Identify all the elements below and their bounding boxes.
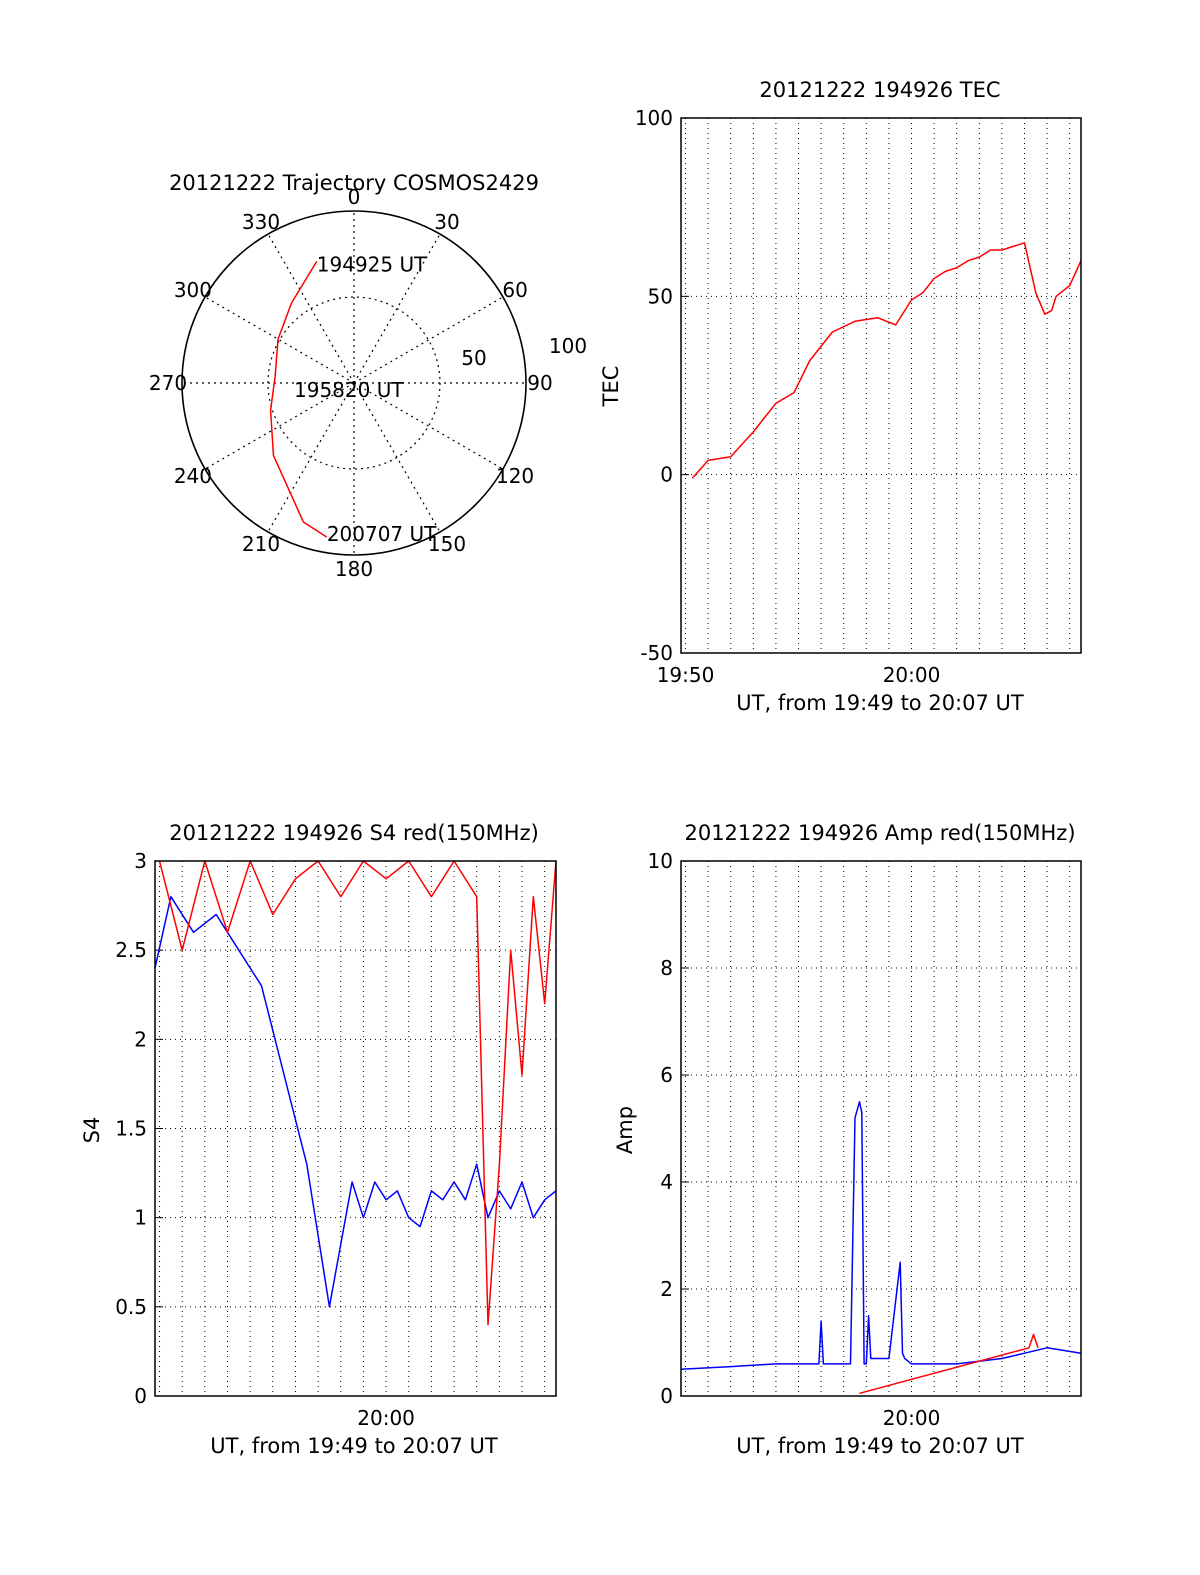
radial-label: 50: [461, 346, 486, 370]
y-tick-label: 1: [134, 1206, 147, 1230]
polar-spoke: [204, 296, 355, 384]
polar-spoke: [353, 296, 504, 384]
y-tick-label: 50: [648, 284, 673, 308]
s4-ylabel: S4: [80, 1117, 104, 1144]
s4-panel: 20121222 194926 S4 red(150MHz) 0 0.5 1 1.5 2…: [80, 821, 557, 1458]
polar-spoke: [204, 382, 355, 470]
trajectory-annotation: 195820 UT: [294, 378, 404, 402]
y-tick-label: 2: [134, 1027, 147, 1051]
azimuth-label: 90: [527, 371, 552, 395]
series-line-blue: [680, 1101, 1082, 1371]
y-tick-label: 0: [660, 1384, 673, 1408]
series-line-red: [158, 860, 557, 1326]
polar-spoke: [353, 382, 441, 533]
trajectory-annotation: 200707 UT: [327, 522, 437, 546]
tec-body: -50 0 50 100 19:50 20:00: [635, 106, 1082, 687]
azimuth-label: 180: [335, 557, 373, 581]
y-tick-label: 2.5: [115, 938, 147, 962]
series-line-blue: [154, 895, 557, 1308]
y-tick-label: 8: [660, 956, 673, 980]
azimuth-label: 210: [242, 532, 280, 556]
polar-spoke: [267, 382, 355, 533]
azimuth-label: 120: [496, 464, 534, 488]
amp-body: 0 2 4 6 8 10 20:00: [648, 849, 1082, 1430]
y-tick-label: 1.5: [115, 1117, 147, 1141]
polar-title: 20121222 Trajectory COSMOS2429: [169, 171, 539, 195]
tec-ylabel: TEC: [599, 366, 623, 408]
azimuth-label: 330: [242, 210, 280, 234]
amp-title: 20121222 194926 Amp red(150MHz): [684, 821, 1075, 845]
polar-outer-circle: [181, 210, 527, 556]
plot-frame: [154, 860, 557, 1397]
amp-ylabel: Amp: [613, 1106, 637, 1154]
y-tick-label: 6: [660, 1063, 673, 1087]
polar-panel: 20121222 Trajectory COSMOS2429 0 30 60 90 12…: [149, 171, 587, 581]
trajectory-line: [269, 260, 328, 538]
tec-title: 20121222 194926 TEC: [759, 78, 1000, 102]
y-tick-label: 2: [660, 1277, 673, 1301]
series-line-red: [691, 242, 1082, 479]
series-line-red: [859, 1333, 1039, 1395]
plot-frame: [680, 117, 1082, 654]
tec-xlabel: UT, from 19:49 to 20:07 UT: [736, 691, 1024, 715]
y-tick-label: 100: [635, 106, 673, 130]
x-tick-label: 20:00: [883, 1406, 941, 1430]
azimuth-label: 60: [502, 278, 527, 302]
polar-body: 0 30 60 90 120 150 180 210 240 270 300 330 50 100 1949…: [149, 185, 587, 581]
x-tick-label: 20:00: [357, 1406, 415, 1430]
plot-frame: [680, 860, 1082, 1397]
y-tick-label: 10: [648, 849, 673, 873]
amp-xlabel: UT, from 19:49 to 20:07 UT: [736, 1434, 1024, 1458]
radial-label: 100: [549, 334, 587, 358]
x-tick-label: 19:50: [657, 663, 715, 687]
y-tick-label: 0: [134, 1384, 147, 1408]
y-tick-label: 4: [660, 1170, 673, 1194]
amp-panel: 20121222 194926 Amp red(150MHz) 0 2 4 6 8 10 2…: [613, 821, 1082, 1458]
s4-body: 0 0.5 1 1.5 2 2.5 3 20:00: [115, 849, 557, 1430]
polar-spoke: [267, 233, 355, 384]
y-tick-label: 0.5: [115, 1295, 147, 1319]
y-tick-label: 3: [134, 849, 147, 873]
azimuth-label: 0: [348, 185, 361, 209]
s4-xlabel: UT, from 19:49 to 20:07 UT: [210, 1434, 498, 1458]
polar-spoke: [353, 233, 441, 384]
polar-spoke: [353, 382, 504, 470]
trajectory-annotation: 194925 UT: [317, 252, 427, 276]
azimuth-label: 30: [434, 210, 459, 234]
azimuth-label: 240: [174, 464, 212, 488]
y-tick-label: -50: [640, 641, 673, 665]
x-tick-label: 20:00: [883, 663, 941, 687]
azimuth-label: 300: [174, 278, 212, 302]
azimuth-label: 150: [428, 532, 466, 556]
azimuth-label: 270: [149, 371, 187, 395]
y-tick-label: 0: [660, 463, 673, 487]
s4-title: 20121222 194926 S4 red(150MHz): [169, 821, 539, 845]
